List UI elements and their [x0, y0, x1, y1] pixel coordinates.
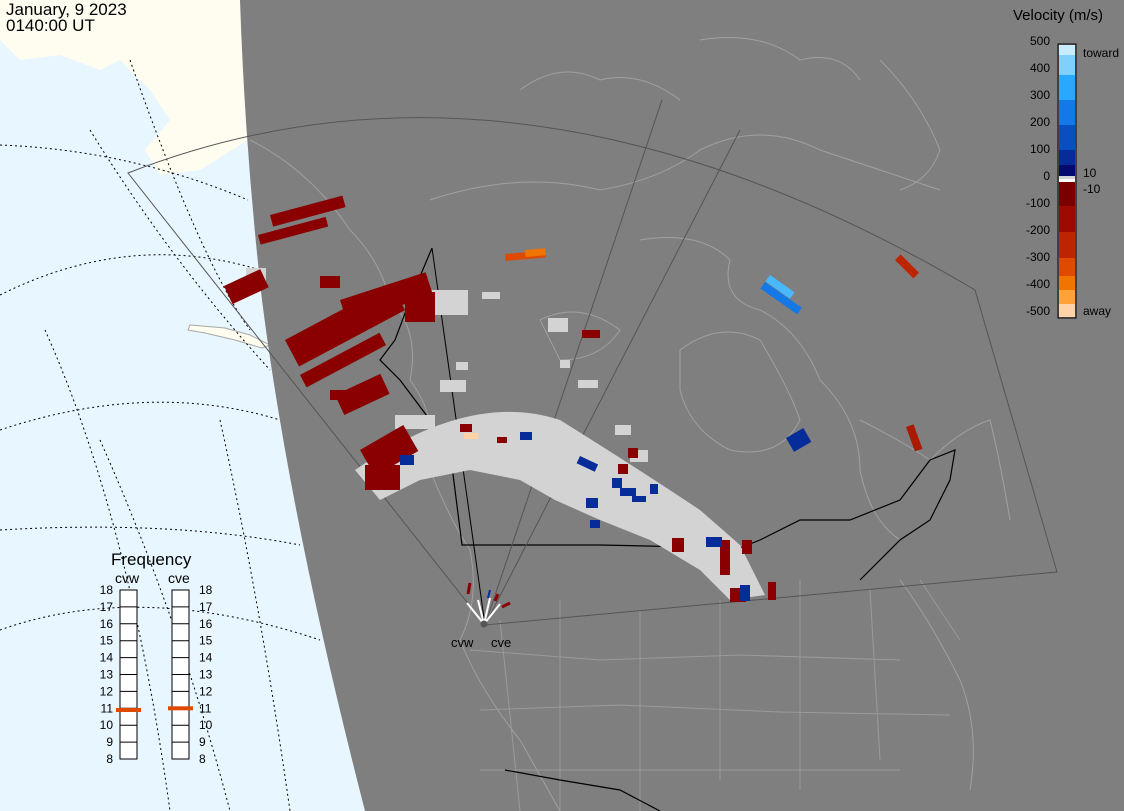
- freq-scale-tick: 11: [101, 701, 114, 715]
- ground-scatter: [246, 268, 765, 600]
- freq-indicator-cve: [168, 706, 193, 711]
- legend-away-label: away: [1083, 304, 1111, 318]
- freq-scale-tick: 15: [199, 634, 213, 648]
- legend-neg-limit: -10: [1083, 182, 1101, 196]
- radar-sites: cvw cve: [451, 582, 511, 650]
- time-label: 0140:00 UT: [6, 16, 95, 35]
- freq-scale-tick: 8: [199, 752, 206, 766]
- legend-toward-label: toward: [1083, 46, 1119, 60]
- aleutian-islands: [187, 324, 272, 349]
- freq-scale-tick: 9: [106, 735, 113, 749]
- freq-scale-tick: 11: [199, 701, 212, 715]
- freq-scale-tick: 14: [100, 651, 114, 665]
- legend-tick: 0: [1043, 169, 1050, 183]
- legend-tick: 200: [1030, 115, 1050, 129]
- radar-label-cvw: cvw: [451, 635, 474, 650]
- freq-scale-tick: 17: [199, 600, 213, 614]
- freq-scale-tick: 16: [100, 617, 114, 631]
- legend-pos-limit: 10: [1083, 166, 1097, 180]
- night-region: [240, 0, 1124, 811]
- frequency-title: Frequency: [111, 550, 192, 569]
- freq-label-cvw: cvw: [115, 570, 140, 586]
- velocity-toward-returns: [400, 275, 812, 601]
- date-label: January, 9 2023: [6, 0, 127, 19]
- freq-scale-tick: 16: [199, 617, 213, 631]
- freq-label-cve: cve: [168, 570, 190, 586]
- freq-scale-tick: 18: [199, 583, 213, 597]
- radar-site-marker: [480, 620, 488, 628]
- freq-scale-tick: 8: [106, 752, 113, 766]
- legend-tick: 400: [1030, 61, 1050, 75]
- freq-scale-tick: 15: [100, 634, 114, 648]
- legend-tick: -400: [1026, 277, 1050, 291]
- coastlines: [249, 37, 1011, 811]
- land-day: [0, 0, 248, 175]
- freq-scale-tick: 9: [199, 735, 206, 749]
- freq-scale-tick: 12: [100, 684, 114, 698]
- state-boundaries: [469, 579, 961, 811]
- velocity-away-returns: [224, 195, 923, 602]
- freq-scale-tick: 14: [199, 651, 213, 665]
- freq-scale-tick: 18: [100, 583, 114, 597]
- radar-fov-outline: [127, 99, 1058, 626]
- legend-title: Velocity (m/s): [1013, 7, 1103, 24]
- legend-tick: 500: [1030, 34, 1050, 48]
- legend-tick: 100: [1030, 142, 1050, 156]
- freq-scale-tick: 17: [100, 600, 114, 614]
- freq-scale-tick: 13: [100, 668, 114, 682]
- freq-scale-tick: 13: [199, 668, 213, 682]
- legend-tick: -200: [1026, 223, 1050, 237]
- freq-scale-tick: 10: [100, 718, 114, 732]
- freq-scale-tick: 12: [199, 684, 213, 698]
- radar-label-cve: cve: [491, 635, 511, 650]
- legend-tick: -300: [1026, 250, 1050, 264]
- legend-tick: 300: [1030, 88, 1050, 102]
- legend-tick: -500: [1026, 304, 1050, 318]
- freq-scale-tick: 10: [199, 718, 213, 732]
- freq-indicator-cvw: [116, 707, 141, 712]
- legend-tick: -100: [1026, 196, 1050, 210]
- velocity-legend: Velocity (m/s) 500 400 300 200 100: [1013, 7, 1119, 319]
- frequency-panel: Frequency cvw cve 18 17 16 15 14 13 12 11 10 9 8 1…: [100, 550, 213, 766]
